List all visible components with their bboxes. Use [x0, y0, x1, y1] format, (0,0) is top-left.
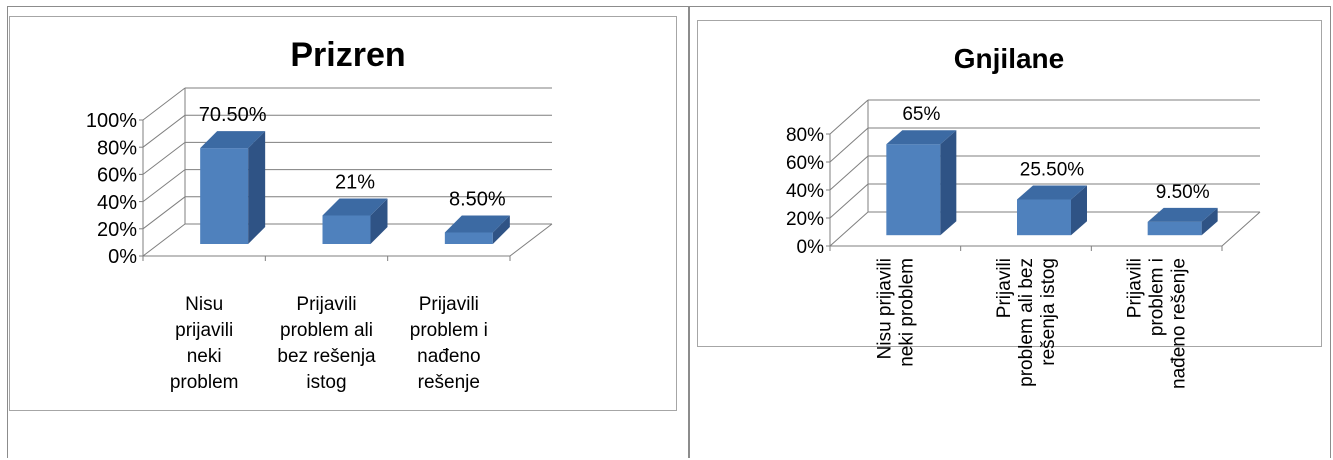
- x-tick-label: nađeno: [417, 346, 480, 367]
- bar: [322, 215, 371, 244]
- x-tick-label: istog: [306, 372, 346, 393]
- bar: [886, 144, 941, 236]
- bar-side: [940, 130, 957, 236]
- x-tick-label: problem i: [410, 320, 488, 341]
- bar-side: [248, 131, 266, 244]
- side-gridline: [829, 127, 869, 163]
- side-gridline: [142, 114, 186, 148]
- x-tick-label: prijavili: [175, 320, 233, 341]
- data-label: 70.50%: [199, 104, 267, 126]
- y-tick-label: 80%: [786, 125, 824, 146]
- x-tick-label-group: Nisu prijavili neki problem: [874, 258, 917, 367]
- bar-top: [322, 198, 388, 216]
- x-tick-label-group: Prijavili problem ali bez rešenja istog: [994, 258, 1059, 387]
- data-label: 25.50%: [1020, 160, 1085, 181]
- data-label: 9.50%: [1156, 182, 1210, 203]
- y-tick-label: 20%: [786, 209, 824, 230]
- x-tick-label: Prijavili: [419, 294, 479, 315]
- side-gridline: [142, 87, 186, 121]
- x-tick-label: Nisu: [185, 294, 223, 315]
- bar: [1147, 221, 1202, 236]
- y-tick-label: 80%: [97, 137, 137, 159]
- x-tick-label: neki problem: [896, 258, 917, 367]
- bar: [200, 148, 249, 244]
- y-tick-label: 60%: [97, 165, 137, 187]
- x-tick-label: Prijavili: [296, 294, 356, 315]
- x-tick-label: nađeno rešenje: [1169, 258, 1190, 389]
- side-gridline: [142, 169, 186, 202]
- x-tick-label: bez rešenja: [277, 346, 376, 367]
- data-label: 65%: [902, 104, 940, 125]
- x-tick-label: neki: [187, 346, 222, 367]
- y-tick-label: 40%: [786, 181, 824, 202]
- floor-edge: [509, 223, 553, 257]
- side-gridline: [142, 142, 186, 175]
- side-gridline: [829, 155, 869, 191]
- bar: [444, 232, 493, 244]
- chart-title: Gnjilane: [954, 43, 1064, 74]
- x-tick-label: problem ali bez: [1016, 258, 1037, 387]
- y-tick-label: 40%: [97, 192, 137, 214]
- x-tick-label: problem i: [1147, 258, 1168, 336]
- bar: [1017, 199, 1071, 236]
- side-gridline: [829, 211, 869, 247]
- y-tick-label: 20%: [97, 219, 137, 241]
- x-tick-label: problem ali: [280, 320, 373, 341]
- x-tick-label: Prijavili: [994, 258, 1015, 318]
- side-gridline: [829, 183, 869, 219]
- floor-edge: [1221, 211, 1261, 247]
- bar-top: [1147, 207, 1218, 222]
- x-tick-label: problem: [170, 372, 239, 393]
- x-tick-label: rešenje: [418, 372, 480, 393]
- bar-side: [492, 215, 510, 244]
- side-gridline: [142, 196, 186, 230]
- data-label: 21%: [335, 171, 375, 193]
- bar-top: [1017, 185, 1087, 200]
- y-tick-label: 0%: [797, 237, 825, 258]
- bar-top: [886, 130, 957, 145]
- bar-side: [1201, 207, 1218, 236]
- bar-top: [444, 215, 510, 233]
- bar-side: [370, 198, 388, 244]
- bar-side: [1071, 185, 1087, 236]
- y-tick-label: 0%: [108, 246, 137, 268]
- y-tick-label: 60%: [786, 153, 824, 174]
- x-tick-label-group: Prijavili problem i nađeno rešenje: [1125, 258, 1190, 389]
- x-tick-label: Prijavili: [1125, 258, 1146, 318]
- bar-top: [200, 131, 266, 149]
- data-label: 8.50%: [449, 188, 506, 210]
- y-tick-label: 100%: [86, 110, 137, 132]
- side-gridline: [142, 223, 186, 257]
- x-tick-label: rešenja istog: [1038, 258, 1059, 366]
- x-tick-label: Nisu prijavili: [874, 258, 895, 359]
- chart-title: Prizren: [290, 36, 405, 74]
- side-gridline: [829, 99, 869, 135]
